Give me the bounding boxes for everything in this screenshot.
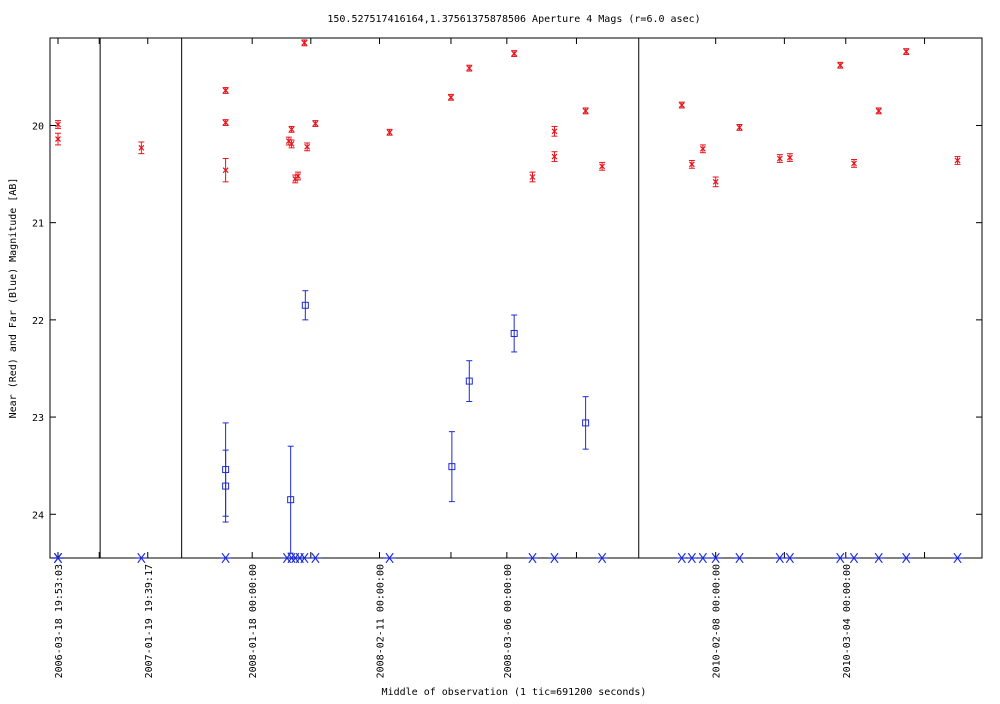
near-point-marker bbox=[288, 126, 295, 133]
limit-marker bbox=[137, 552, 146, 564]
near-point-marker bbox=[688, 161, 695, 168]
near-point-marker bbox=[786, 154, 793, 161]
plot-area: 20 21 22 23 24 2006-03-18 19:53:03 2007-01-19 … bbox=[32, 37, 983, 678]
near-point-marker bbox=[312, 120, 319, 127]
near-point-marker bbox=[678, 102, 685, 108]
x-tick-label: 2008-03-06 00:00:00 bbox=[503, 564, 514, 678]
y-tick-label: 23 bbox=[32, 413, 44, 424]
near-point-marker bbox=[582, 107, 589, 114]
x-tick-label: 2010-03-04 00:00:00 bbox=[842, 564, 853, 678]
near-point-marker bbox=[386, 129, 393, 136]
x-tick-label: 2006-03-18 19:53:03 bbox=[54, 564, 65, 678]
limit-marker bbox=[785, 552, 794, 564]
near-point-marker bbox=[712, 178, 719, 185]
chart-title: 150.527517416164,1.37561375878506 Apertu… bbox=[327, 14, 700, 25]
limit-marker bbox=[598, 552, 607, 564]
near-point-marker bbox=[954, 157, 961, 164]
y-tick-label: 22 bbox=[32, 316, 44, 327]
near-point-marker bbox=[551, 128, 558, 135]
near-point-marker bbox=[875, 107, 882, 114]
limit-marker bbox=[735, 552, 744, 564]
limit-marker bbox=[836, 552, 845, 564]
near-point-marker bbox=[699, 145, 706, 152]
far-point-marker bbox=[465, 377, 473, 385]
limit-marker bbox=[311, 552, 320, 564]
near-point-marker bbox=[301, 39, 308, 46]
near-point-marker bbox=[736, 124, 743, 131]
x-tick-label: 2010-02-08 00:00:00 bbox=[712, 564, 723, 678]
y-tick-label: 21 bbox=[32, 219, 44, 230]
limit-marker bbox=[711, 552, 720, 564]
x-tick-label: 2007-01-19 19:39:17 bbox=[144, 564, 155, 678]
near-point-marker bbox=[222, 87, 229, 94]
near-point-marker bbox=[837, 62, 844, 69]
limit-marker bbox=[687, 552, 696, 564]
limit-marker bbox=[385, 552, 394, 564]
far-point-marker bbox=[582, 419, 590, 427]
far-point-marker bbox=[510, 329, 518, 337]
x-tick-label: 2008-02-11 00:00:00 bbox=[376, 564, 387, 678]
y-tick-label: 20 bbox=[32, 121, 44, 132]
near-point-marker bbox=[599, 163, 606, 170]
limit-marker bbox=[953, 552, 962, 564]
limit-marker bbox=[300, 552, 309, 564]
near-point-marker bbox=[138, 144, 145, 151]
near-point-marker bbox=[776, 155, 783, 162]
near-point-marker bbox=[851, 160, 857, 167]
near-point-marker bbox=[511, 50, 518, 57]
near-point-marker bbox=[304, 143, 311, 150]
x-tick-label: 2008-01-18 00:00:00 bbox=[248, 564, 259, 678]
near-point-marker bbox=[55, 121, 61, 128]
near-point-marker bbox=[222, 119, 229, 126]
far-point-marker bbox=[287, 496, 295, 504]
near-point-marker bbox=[466, 65, 473, 72]
limit-marker bbox=[849, 552, 859, 564]
far-point-marker bbox=[301, 301, 309, 309]
far-point-marker bbox=[448, 463, 456, 471]
limit-marker bbox=[775, 552, 784, 564]
limit-marker bbox=[53, 552, 63, 564]
near-point-marker bbox=[551, 153, 558, 160]
x-axis-label: Middle of observation (1 tic=691200 seco… bbox=[382, 687, 647, 698]
y-tick-label: 24 bbox=[32, 510, 44, 521]
near-point-marker bbox=[448, 94, 454, 101]
limit-marker bbox=[528, 552, 537, 564]
near-point-marker bbox=[222, 167, 229, 174]
limit-marker bbox=[221, 552, 230, 564]
near-point-marker bbox=[55, 136, 61, 143]
near-point-marker bbox=[285, 138, 292, 144]
y-axis-label: Near (Red) and Far (Blue) Magnitude [AB] bbox=[8, 178, 19, 419]
limit-marker bbox=[550, 552, 559, 564]
limit-marker bbox=[698, 552, 707, 564]
near-point-marker bbox=[295, 173, 301, 179]
near-point-marker bbox=[529, 174, 536, 180]
limit-marker bbox=[874, 552, 883, 564]
limit-marker bbox=[677, 552, 686, 564]
far-point-marker bbox=[222, 482, 230, 490]
near-point-marker bbox=[903, 48, 910, 55]
plot-frame bbox=[49, 37, 983, 559]
limit-marker bbox=[902, 552, 911, 564]
near-point-marker bbox=[288, 141, 295, 147]
